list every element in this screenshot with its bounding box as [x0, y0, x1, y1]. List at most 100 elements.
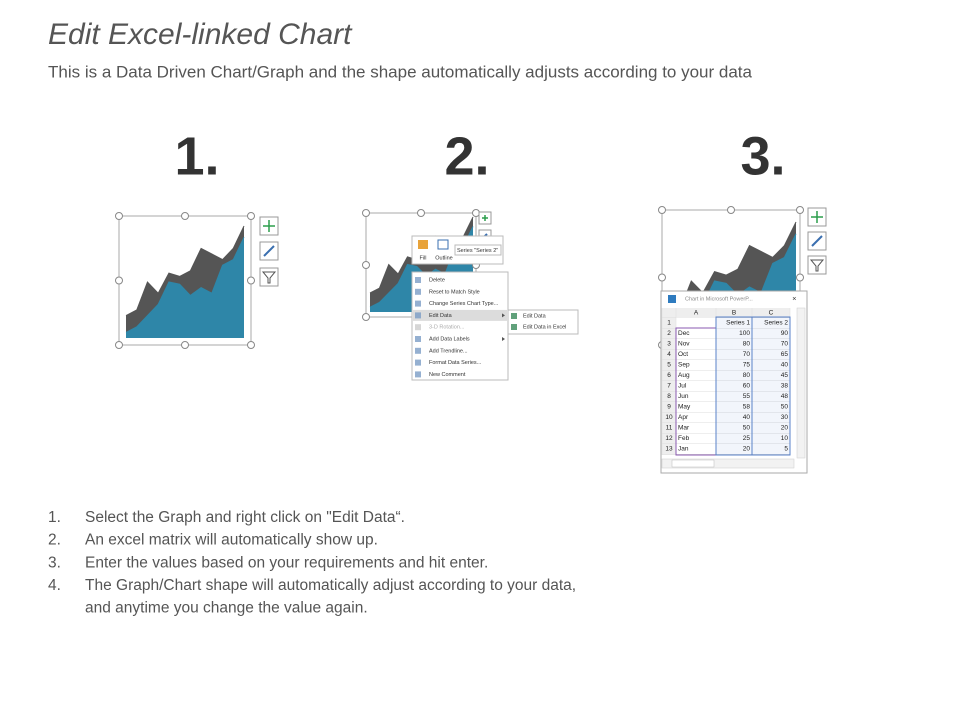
- menu-item: Delete: [429, 277, 445, 283]
- row-number: 7: [667, 383, 671, 390]
- area-fill: [126, 237, 244, 338]
- step-number: 1.: [174, 126, 219, 186]
- month-cell: Mar: [678, 425, 690, 432]
- value-cell: 58: [743, 404, 751, 411]
- column-header: B: [732, 310, 736, 317]
- handle: [658, 273, 666, 282]
- menu-icon: [415, 371, 421, 378]
- handle: [247, 276, 255, 285]
- menu-item: Reset to Match Style: [429, 289, 480, 295]
- list-text: An excel matrix will automatically show …: [85, 532, 378, 549]
- row-number: 8: [667, 393, 671, 400]
- month-cell: Jul: [678, 383, 687, 390]
- icon: [263, 245, 275, 257]
- handle: [115, 276, 123, 285]
- excel-title: Chart in Microsoft PowerP...: [685, 296, 753, 302]
- menu-icon: [415, 300, 421, 307]
- series-header: Series 2: [764, 320, 788, 327]
- scrollbar: [796, 307, 806, 459]
- list-text: and anytime you change the value again.: [85, 599, 368, 616]
- value-cell: 60: [743, 383, 751, 390]
- value-cell: 10: [781, 435, 789, 442]
- icon: [437, 239, 449, 250]
- value-cell: 90: [781, 330, 789, 337]
- scrollbar: [661, 458, 795, 469]
- handle: [362, 261, 370, 269]
- value-cell: 30: [781, 414, 789, 421]
- handle: [727, 206, 735, 214]
- value-cell: 25: [743, 435, 751, 442]
- month-cell: Jan: [678, 446, 689, 453]
- list-text: Select the Graph and right click on "Edi…: [85, 509, 405, 526]
- list-number: 3.: [48, 554, 61, 571]
- value-cell: 5: [784, 446, 788, 453]
- subtitle: This is a Data Driven Chart/Graph and th…: [48, 62, 753, 81]
- handle: [362, 209, 370, 217]
- close-button: ✕: [792, 296, 797, 302]
- handle: [658, 206, 666, 214]
- value-cell: 20: [781, 425, 789, 432]
- handle: [181, 212, 189, 220]
- menu-item: Add Data Labels: [429, 336, 470, 342]
- menu-item: Add Trendline...: [429, 348, 468, 354]
- value-cell: 75: [743, 362, 751, 369]
- handle: [796, 273, 804, 282]
- row-number: 2: [667, 330, 671, 337]
- month-cell: Feb: [678, 435, 690, 442]
- area-line: [125, 225, 245, 317]
- menu-icon: [415, 347, 421, 354]
- list-number: 1.: [48, 509, 61, 526]
- handle: [247, 212, 255, 220]
- value-cell: 48: [781, 393, 789, 400]
- menu-icon: [415, 288, 421, 295]
- area-line: [125, 236, 245, 333]
- value-cell: 80: [743, 341, 751, 348]
- value-cell: 20: [743, 446, 751, 453]
- title: Edit Excel-linked Chart: [48, 18, 353, 51]
- row-number: 5: [667, 362, 671, 369]
- month-cell: Jun: [678, 393, 689, 400]
- menu-icon: [415, 359, 421, 366]
- value-cell: 40: [781, 362, 789, 369]
- row-number: 10: [665, 414, 673, 421]
- month-cell: Aug: [678, 372, 690, 379]
- icon: [809, 259, 825, 272]
- column-header-bar: [662, 308, 790, 317]
- month-cell: Oct: [678, 351, 688, 358]
- list-number: 2.: [48, 532, 61, 549]
- series-name: Series "Series 2": [457, 248, 498, 254]
- row-number: 12: [665, 435, 673, 442]
- submenu-arrow: [502, 313, 505, 318]
- value-cell: 55: [743, 393, 751, 400]
- menu-icon: [511, 324, 517, 330]
- handle: [115, 341, 123, 349]
- row-number: 9: [667, 404, 671, 411]
- handle: [417, 209, 425, 217]
- icon: [418, 240, 428, 249]
- handle: [181, 341, 189, 349]
- row-number: 3: [667, 341, 671, 348]
- value-cell: 65: [781, 351, 789, 358]
- menu-item: Edit Data: [429, 313, 453, 319]
- menu-icon: [511, 313, 517, 319]
- handle: [796, 206, 804, 214]
- month-cell: Dec: [678, 330, 690, 337]
- menu-item: Format Data Series...: [429, 360, 482, 366]
- area-line: [667, 221, 797, 317]
- handle: [115, 212, 123, 220]
- step-number: 3.: [740, 126, 785, 186]
- submenu: [507, 309, 579, 335]
- handle: [472, 209, 480, 217]
- list-text: Enter the values based on your requireme…: [85, 554, 488, 571]
- value-cell: 50: [781, 404, 789, 411]
- list-number: 4.: [48, 577, 61, 594]
- menu-highlight: [413, 309, 507, 321]
- series-dropdown: [454, 244, 502, 256]
- menu-item: 3-D Rotation...: [429, 325, 465, 331]
- row-number: 6: [667, 372, 671, 379]
- month-cell: Sep: [678, 362, 690, 369]
- icon: [261, 271, 277, 284]
- toolbar-label: Outline: [435, 255, 452, 261]
- handle: [362, 313, 370, 321]
